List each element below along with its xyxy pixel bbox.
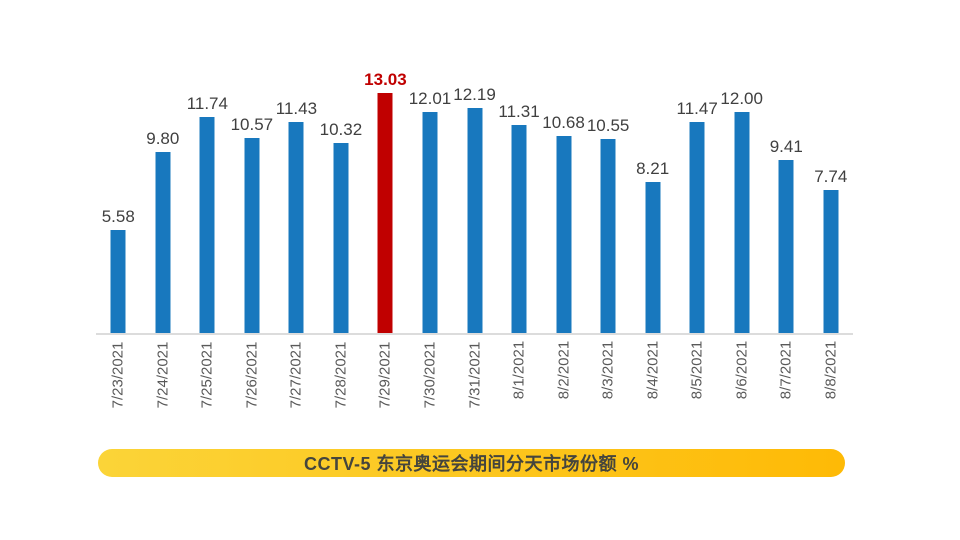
bar-column: 10.57 (230, 60, 275, 333)
highlighted-bar (377, 93, 393, 333)
bar-column: 9.41 (764, 60, 809, 333)
bar (778, 160, 794, 333)
bar (333, 143, 349, 333)
x-axis-label: 7/24/2021 (154, 341, 172, 409)
bar-column: 10.55 (586, 60, 631, 333)
x-axis-label: 7/23/2021 (109, 341, 127, 409)
x-axis-label: 8/4/2021 (644, 340, 662, 400)
x-axis-label: 7/25/2021 (198, 341, 216, 409)
x-axis-label-cell: 8/4/2021 (630, 341, 675, 436)
bar-column: 5.58 (96, 60, 141, 333)
bar-value-label: 11.74 (186, 94, 228, 113)
bar-value-label: 9.41 (769, 137, 803, 156)
x-axis-label: 8/6/2021 (733, 340, 751, 400)
bar (556, 136, 572, 333)
bar (511, 125, 527, 333)
x-axis-label-cell: 7/25/2021 (185, 341, 230, 436)
bar-value-label: 11.31 (498, 102, 540, 121)
x-axis-line (96, 333, 853, 335)
x-axis-label-cell: 8/8/2021 (809, 341, 854, 436)
bar (645, 182, 661, 333)
bar-column: 12.00 (719, 60, 764, 333)
bar-value-label: 12.00 (720, 89, 763, 108)
bar-column: 10.32 (319, 60, 364, 333)
bar-value-label: 5.58 (101, 207, 135, 226)
x-axis-label-cell: 8/7/2021 (764, 341, 809, 436)
x-axis-label: 8/3/2021 (599, 340, 617, 400)
bar-column: 12.01 (408, 60, 453, 333)
x-axis-label-cell: 7/28/2021 (319, 341, 364, 436)
x-axis-label: 8/5/2021 (688, 340, 706, 400)
x-axis-label-cell: 8/5/2021 (675, 341, 720, 436)
bar (734, 112, 750, 333)
x-axis-label: 7/26/2021 (243, 341, 261, 409)
bar-column: 13.03 (363, 60, 408, 333)
bar-value-label: 11.43 (275, 99, 318, 118)
bar (600, 139, 616, 333)
bar-value-label: 7.74 (814, 167, 848, 186)
bar-value-label: 11.47 (676, 99, 718, 118)
bar-column: 11.31 (497, 60, 542, 333)
x-axis-label: 7/31/2021 (466, 341, 484, 409)
x-axis-label-cell: 8/2/2021 (541, 341, 586, 436)
x-axis-label: 7/30/2021 (421, 341, 439, 409)
bar (689, 122, 705, 333)
bar-column: 11.43 (274, 60, 319, 333)
x-axis-label: 8/7/2021 (777, 340, 795, 400)
bar-value-label: 8.21 (636, 159, 670, 178)
x-axis-label-cell: 7/30/2021 (408, 341, 453, 436)
chart-title-banner: CCTV-5 东京奥运会期间分天市场份额 % (98, 449, 845, 477)
bar-value-label: 10.68 (542, 113, 585, 132)
bar-column: 8.21 (630, 60, 675, 333)
bar-value-label: 10.32 (319, 120, 363, 139)
x-axis-label: 8/8/2021 (822, 340, 840, 400)
bar-column: 11.74 (185, 60, 230, 333)
bar (288, 122, 304, 333)
bar (110, 230, 126, 333)
x-axis-label-cell: 7/24/2021 (141, 341, 186, 436)
x-axis-label: 8/1/2021 (510, 340, 528, 400)
bar-value-label: 9.80 (146, 129, 180, 148)
bar (244, 138, 260, 333)
bar (422, 112, 438, 333)
x-axis-label-cell: 7/23/2021 (96, 341, 141, 436)
x-axis-label-cell: 7/31/2021 (452, 341, 497, 436)
bar (155, 152, 171, 333)
bar-chart-plot-area: 5.58 9.80 11.74 10.57 11.43 10.32 13.03 12.01 12… (96, 60, 853, 333)
x-axis-label-cell: 7/27/2021 (274, 341, 319, 436)
x-axis-label: 7/28/2021 (332, 341, 350, 409)
bar-column: 11.47 (675, 60, 720, 333)
x-axis-label-cell: 8/3/2021 (586, 341, 631, 436)
bar-column: 7.74 (809, 60, 854, 333)
bar (199, 117, 215, 333)
x-axis-label-cell: 7/29/2021 (363, 341, 408, 436)
bar-column: 9.80 (141, 60, 186, 333)
bar (823, 190, 839, 333)
bar-value-label: 10.55 (586, 116, 630, 135)
bar-column: 12.19 (452, 60, 497, 333)
x-axis-label: 7/29/2021 (376, 341, 394, 409)
bar-value-label: 12.19 (453, 85, 496, 104)
x-axis-label-cell: 7/26/2021 (230, 341, 275, 436)
bar-column: 10.68 (541, 60, 586, 333)
x-axis-label: 7/27/2021 (287, 341, 305, 409)
bar-value-label: 10.57 (230, 115, 274, 134)
chart-title: CCTV-5 东京奥运会期间分天市场份额 % (303, 454, 640, 474)
x-axis-label-cell: 8/1/2021 (497, 341, 542, 436)
bar-value-label: 13.03 (364, 70, 407, 89)
x-axis-label: 8/2/2021 (555, 340, 573, 400)
bar-value-label: 12.01 (408, 89, 452, 108)
x-axis-label-cell: 8/6/2021 (719, 341, 764, 436)
bar (467, 108, 483, 333)
x-axis-labels: 7/23/2021 7/24/2021 7/25/2021 7/26/2021 7/27… (96, 341, 853, 436)
